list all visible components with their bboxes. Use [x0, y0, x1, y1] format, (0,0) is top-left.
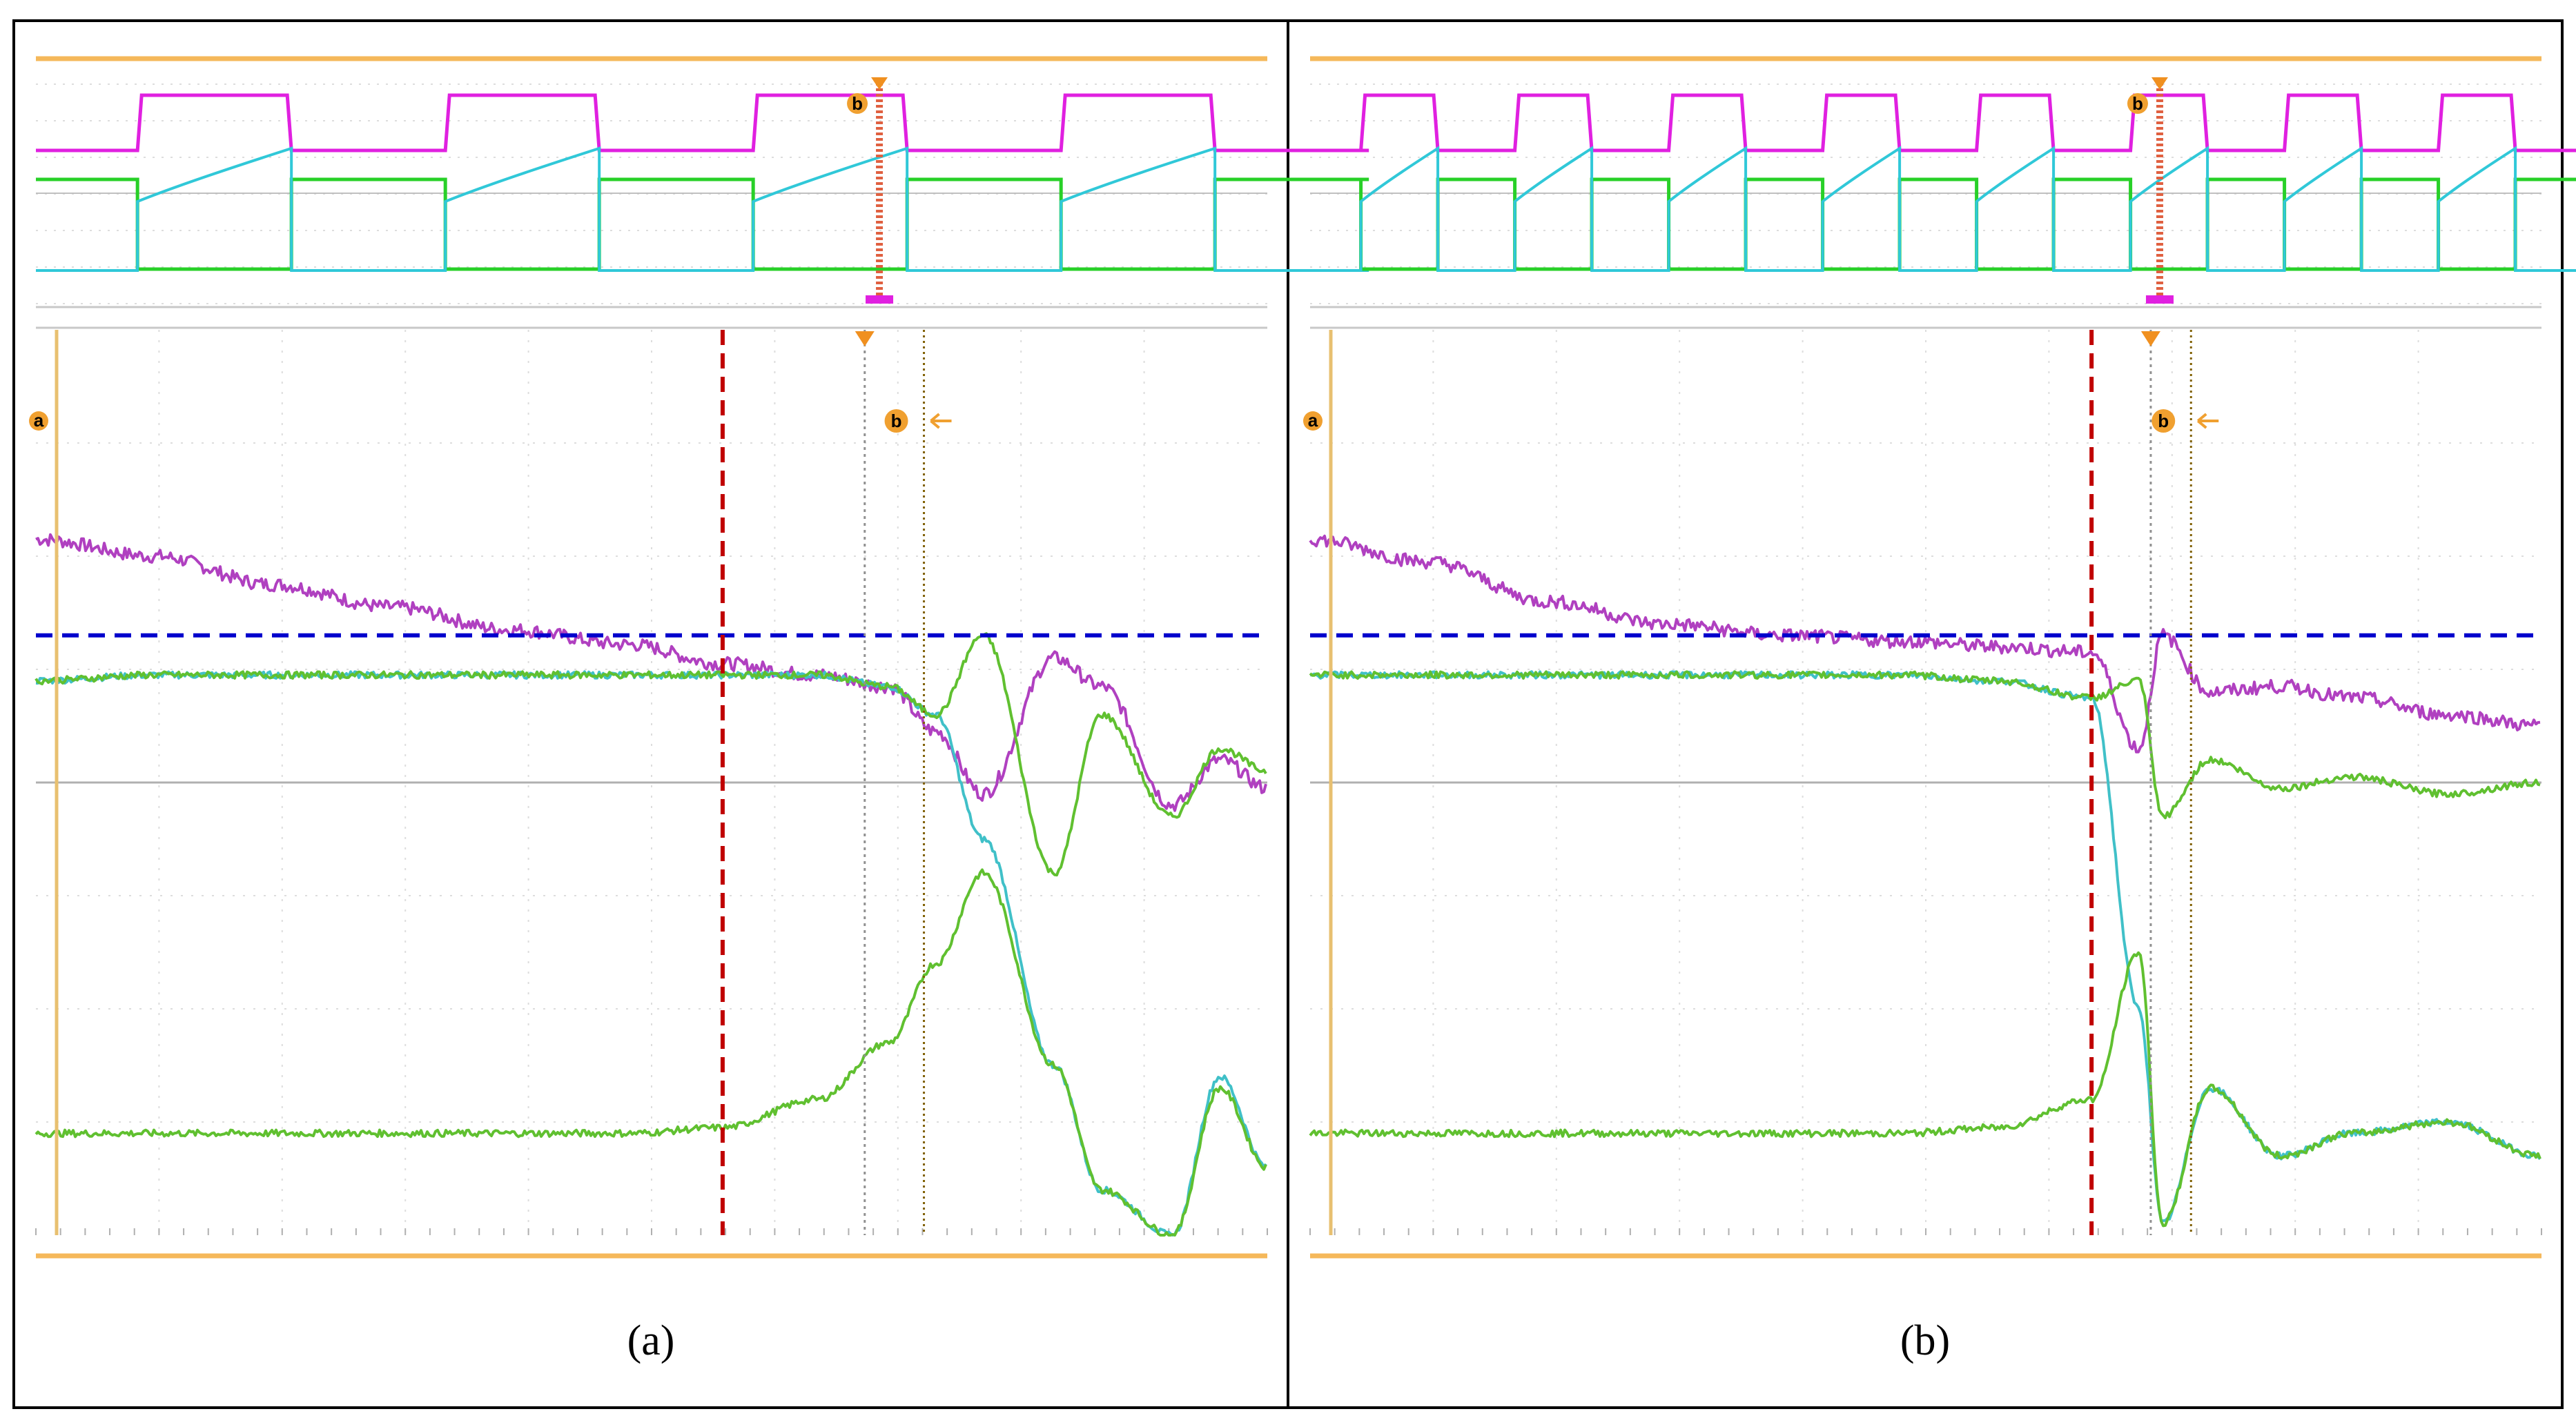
overview-step-b	[1618, 177, 1823, 271]
overview-step-a	[36, 177, 446, 271]
overview-marker-b-label-b: b	[2132, 93, 2143, 114]
overview-step-b	[1310, 177, 1515, 271]
trigger-icon-b	[2140, 331, 2160, 346]
overview-sawtooth-b	[1310, 146, 1515, 272]
overview-sawtooth-b	[1772, 146, 1977, 272]
caption-b: (b)	[1900, 1317, 1950, 1364]
overview-sawtooth-a	[36, 146, 446, 272]
overview-trigger-icon-b	[2151, 77, 2168, 90]
scope-panel-b: b b a	[1303, 56, 2576, 1259]
overview-step-b	[2388, 177, 2576, 271]
overview-pulse-b	[1926, 93, 2131, 152]
trace-green-oscillating-b	[1309, 670, 2541, 820]
trace-green-oscillating-a	[35, 632, 1267, 877]
overview-step-b	[2234, 177, 2439, 271]
overview-sawtooth-b	[1618, 146, 1823, 272]
overview-sawtooth-b	[1926, 146, 2131, 272]
overview-marker-b-label-a: b	[852, 93, 863, 114]
overview-sawtooth-a	[344, 146, 754, 272]
overview-step-b	[1772, 177, 1977, 271]
overview-pulse-a	[652, 93, 1062, 152]
marker-a-icon-b	[1303, 411, 1323, 431]
overview-pulse-b	[2234, 93, 2439, 152]
caption-a: (a)	[627, 1317, 675, 1364]
overview-step-a	[959, 177, 1369, 271]
trace-green-rising-a	[35, 868, 1267, 1237]
cursor-b-arrow-b	[2196, 413, 2219, 429]
overview-step-b	[1926, 177, 2131, 271]
marker-a-icon-a	[29, 411, 48, 431]
overview-sawtooth-a	[959, 146, 1369, 272]
overview-sawtooth-b	[2388, 146, 2576, 272]
trigger-icon-a	[855, 331, 875, 346]
overview-pulse-a	[36, 93, 446, 152]
scope-panel-a: b b a	[29, 56, 1369, 1259]
overview-step-a	[652, 177, 1062, 271]
overview-sawtooth-b	[2080, 146, 2285, 272]
overview-pulse-b	[1464, 93, 1669, 152]
marker-a-label-b: a	[1308, 410, 1318, 431]
cursor-b-icon-a	[884, 409, 908, 433]
overview-marker-b-icon-b	[2127, 93, 2148, 114]
overview-marker-b-icon-a	[847, 93, 868, 114]
trace-green-rising-b	[1309, 951, 2541, 1228]
overview-window-marker-b	[2145, 295, 2174, 304]
overview-pulse-a	[344, 93, 754, 152]
cursor-b-arrow-a	[930, 413, 952, 429]
trace-upper-purple-b	[1309, 534, 2541, 754]
overview-pulse-b	[2080, 93, 2285, 152]
overview-pulse-b	[1310, 93, 1515, 152]
overview-pulse-a	[959, 93, 1369, 152]
marker-a-label-a: a	[34, 410, 44, 431]
overview-step-b	[2080, 177, 2285, 271]
overview-pulse-b	[2388, 93, 2576, 152]
cursor-b-label-a: b	[891, 411, 902, 431]
overview-step-a	[344, 177, 754, 271]
overview-pulse-b	[1618, 93, 1823, 152]
cursor-b-label-b: b	[2158, 411, 2169, 431]
overview-trigger-icon-a	[871, 77, 888, 90]
overview-sawtooth-a	[652, 146, 1062, 272]
overview-sawtooth-b	[1464, 146, 1669, 272]
overview-sawtooth-b	[2234, 146, 2439, 272]
overview-pulse-b	[1772, 93, 1977, 152]
trace-upper-purple-a	[35, 533, 1267, 812]
cursor-b-icon-b	[2151, 409, 2176, 433]
overview-window-marker-a	[866, 295, 894, 304]
overview-step-b	[1464, 177, 1669, 271]
